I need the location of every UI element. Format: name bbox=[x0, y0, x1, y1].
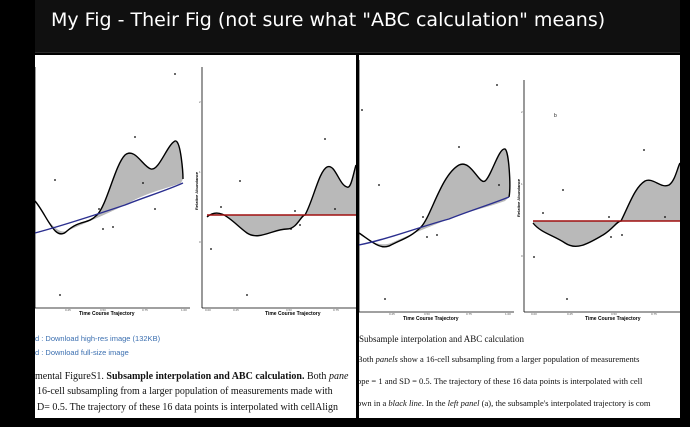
left-a-area-fill bbox=[35, 140, 183, 234]
svg-text:0.75: 0.75 bbox=[333, 308, 339, 312]
svg-text:0.75: 0.75 bbox=[651, 312, 657, 316]
right-b-panel-label: b bbox=[554, 113, 557, 119]
svg-text:0: 0 bbox=[199, 240, 201, 244]
left-figure-panel: 0.25 0.50 0.75 1.00 Time Course Trajectory … bbox=[35, 55, 356, 418]
svg-text:2: 2 bbox=[521, 110, 523, 114]
left-figure-image: 0.25 0.50 0.75 1.00 Time Course Trajectory … bbox=[35, 67, 356, 317]
title-bar: My Fig - Their Fig (not sure what "ABC c… bbox=[35, 0, 680, 53]
left-b-area-above bbox=[305, 165, 356, 215]
svg-text:0: 0 bbox=[521, 254, 523, 258]
svg-text:0.00: 0.00 bbox=[531, 312, 537, 316]
left-b-xlabel: Time Course Trajectory bbox=[265, 311, 321, 317]
download-highres-link[interactable]: d : Download high-res image (132KB) bbox=[35, 334, 161, 343]
svg-text:0.25: 0.25 bbox=[233, 308, 239, 312]
download-fullsize-link[interactable]: d : Download full-size image bbox=[35, 348, 129, 357]
left-b-ylabel: Relative Abundance bbox=[194, 171, 199, 210]
right-b-xlabel: Time Course Trajectory bbox=[585, 316, 641, 322]
right-caption-line-2: ope = 1 and SD = 0.5. The trajectory of … bbox=[359, 376, 643, 386]
right-b-area-above bbox=[621, 163, 680, 221]
svg-text:1.00: 1.00 bbox=[181, 308, 187, 312]
svg-text:0.00: 0.00 bbox=[205, 308, 211, 312]
right-caption-title: Subsample interpolation and ABC calculat… bbox=[359, 334, 524, 344]
svg-text:0.75: 0.75 bbox=[142, 308, 148, 312]
left-b-area-below bbox=[207, 213, 305, 236]
right-a-reference-line bbox=[359, 196, 510, 246]
svg-text:1: 1 bbox=[199, 170, 201, 174]
left-a-xlabel: Time Course Trajectory bbox=[79, 311, 135, 317]
panel-divider bbox=[356, 55, 359, 418]
left-caption-line-2: 16-cell subsampling from a larger popula… bbox=[37, 386, 333, 397]
svg-text:0.75: 0.75 bbox=[466, 312, 472, 316]
svg-text:1: 1 bbox=[521, 182, 523, 186]
svg-text:2: 2 bbox=[199, 100, 201, 104]
window-title: My Fig - Their Fig (not sure what "ABC c… bbox=[51, 9, 606, 31]
right-caption-line-1: Both panels show a 16-cell subsampling f… bbox=[359, 354, 640, 364]
svg-text:0.50: 0.50 bbox=[424, 312, 430, 316]
bottom-bar bbox=[35, 418, 680, 427]
right-figure-panel: 0.25 0.50 0.75 1.00 Time Course Trajectory … bbox=[359, 55, 680, 418]
right-b-ylabel: Relative Abundance bbox=[516, 178, 521, 217]
right-figure-image: 0.25 0.50 0.75 1.00 Time Course Trajectory … bbox=[359, 60, 680, 322]
svg-text:0.50: 0.50 bbox=[100, 308, 106, 312]
svg-text:0.25: 0.25 bbox=[389, 312, 395, 316]
svg-text:0.50: 0.50 bbox=[286, 308, 292, 312]
right-a-interpolated-line bbox=[359, 148, 511, 248]
right-b-area-below bbox=[533, 221, 621, 247]
svg-text:1.00: 1.00 bbox=[505, 312, 511, 316]
right-a-xlabel: Time Course Trajectory bbox=[403, 316, 459, 322]
svg-text:0.50: 0.50 bbox=[611, 312, 617, 316]
left-caption-line-3: D= 0.5. The trajectory of these 16 data … bbox=[37, 402, 338, 413]
right-a-area-fill bbox=[359, 148, 510, 247]
svg-text:0.25: 0.25 bbox=[65, 308, 71, 312]
svg-text:0.25: 0.25 bbox=[567, 312, 573, 316]
left-caption-line-1: mental FigureS1. Subsample interpolation… bbox=[35, 371, 349, 382]
left-a-interpolated-line bbox=[35, 140, 184, 235]
right-caption-line-3: own in a black line. In the left panel (… bbox=[359, 398, 651, 408]
left-a-reference-line bbox=[35, 182, 184, 234]
